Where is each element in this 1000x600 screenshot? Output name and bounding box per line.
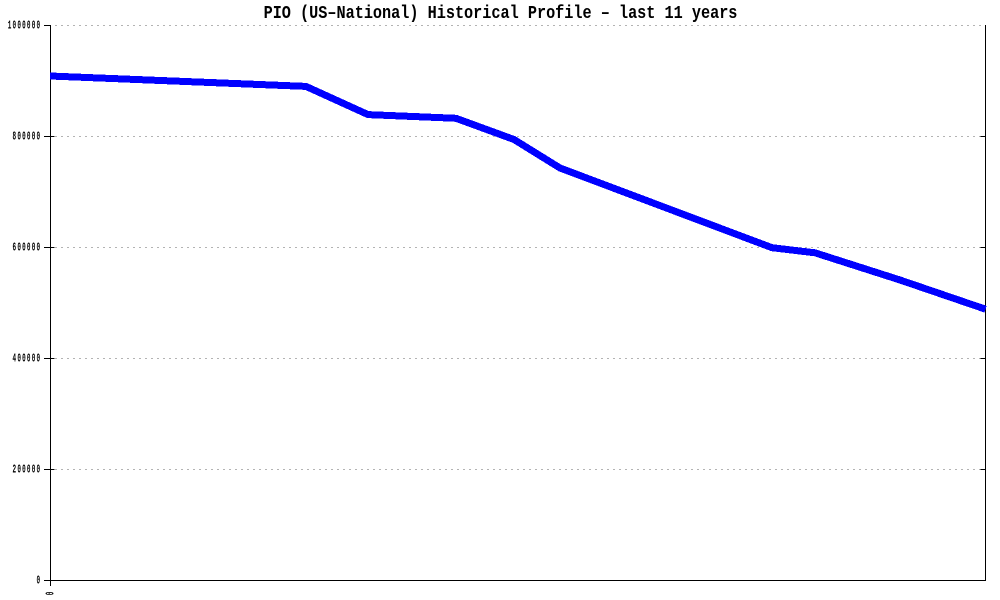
- svg-text:200000: 200000: [13, 462, 42, 476]
- svg-text:600000: 600000: [13, 240, 42, 254]
- svg-text:0: 0: [36, 573, 41, 587]
- svg-text:0: 0: [43, 590, 57, 595]
- svg-text:400000: 400000: [13, 351, 42, 365]
- svg-text:PIO (US–National) Historical P: PIO (US–National) Historical Profile – l…: [264, 4, 738, 25]
- svg-text:1000000: 1000000: [8, 18, 42, 32]
- svg-text:800000: 800000: [13, 129, 42, 143]
